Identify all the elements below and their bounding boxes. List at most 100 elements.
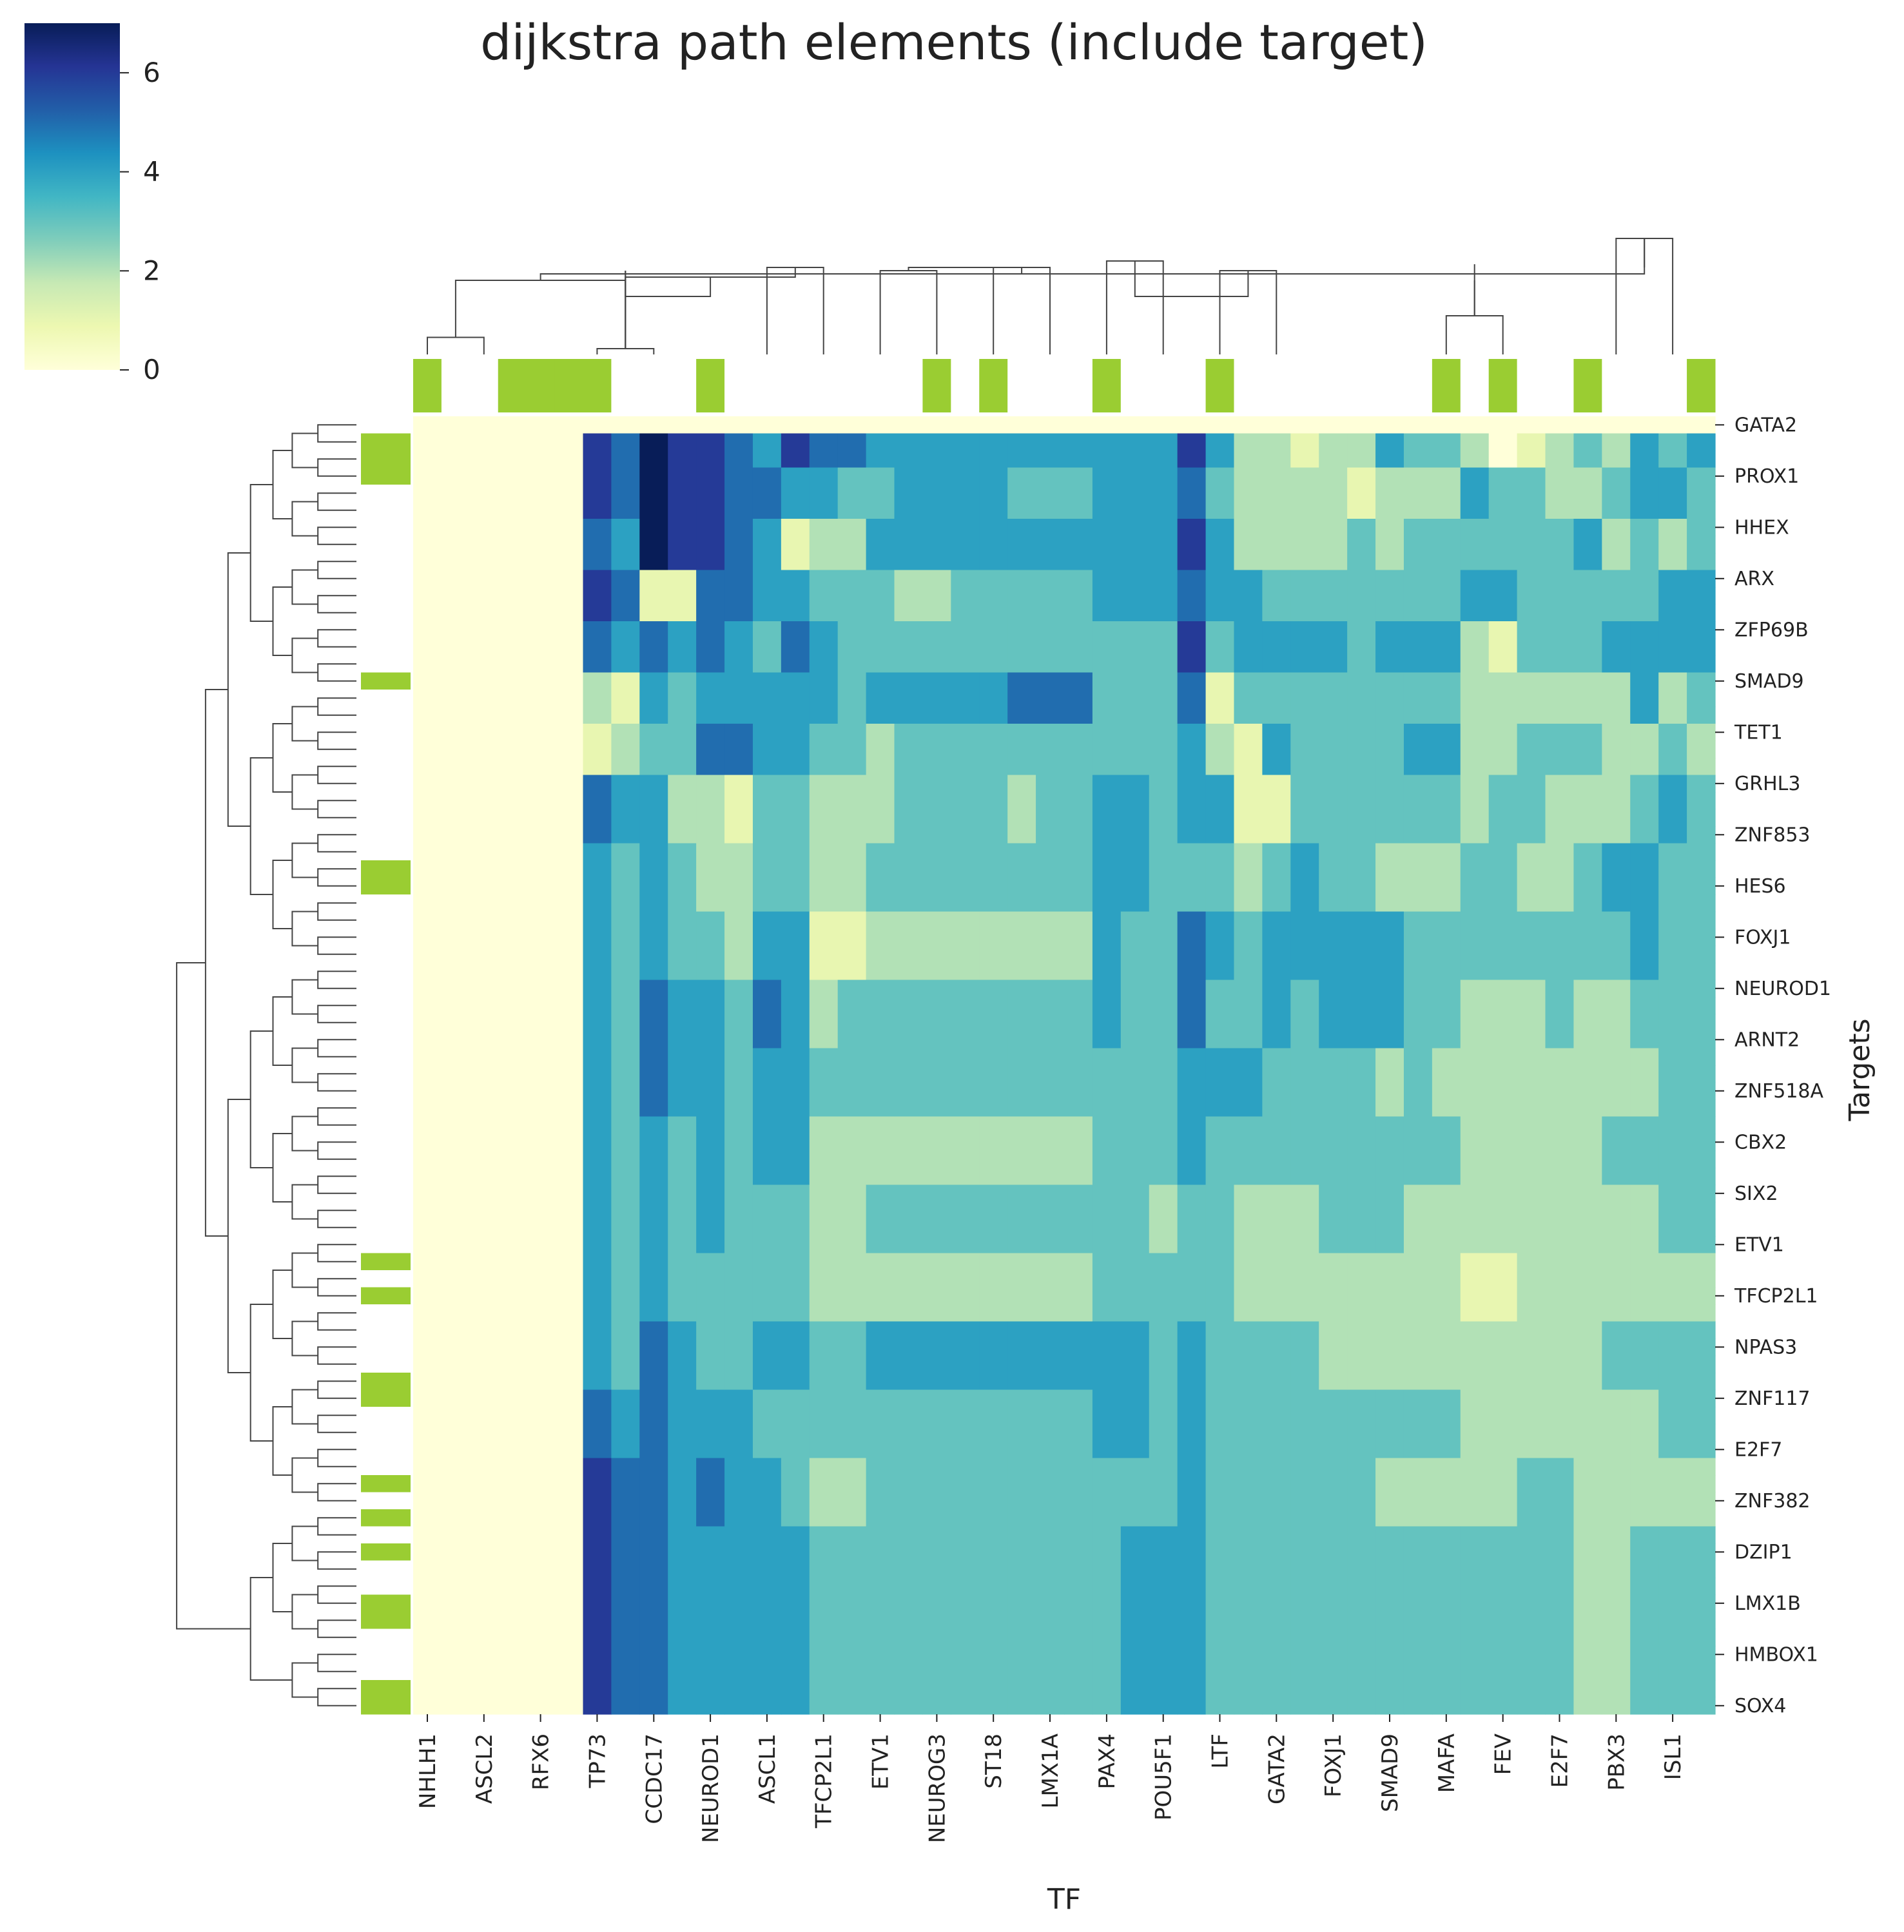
heatmap-cell xyxy=(1234,587,1263,605)
heatmap-cell xyxy=(639,1526,668,1544)
heatmap-cell xyxy=(668,1697,697,1715)
row-annotation-cell xyxy=(361,1338,411,1356)
heatmap-cell xyxy=(1375,553,1404,571)
heatmap-cell xyxy=(1403,501,1433,519)
heatmap-cell xyxy=(1290,1543,1319,1561)
heatmap-cell xyxy=(1375,1389,1404,1407)
heatmap-cell xyxy=(1092,416,1122,434)
heatmap-cell xyxy=(498,980,527,998)
heatmap-cell xyxy=(781,860,810,878)
heatmap-cell xyxy=(413,1628,442,1647)
heatmap-cell xyxy=(1432,433,1461,451)
dendrogram-link xyxy=(317,697,356,716)
heatmap-cell xyxy=(1630,1492,1659,1510)
heatmap-cell xyxy=(809,1253,839,1271)
heatmap-cell xyxy=(469,1560,499,1578)
heatmap-cell xyxy=(1064,1014,1093,1032)
heatmap-cell xyxy=(611,1594,640,1612)
heatmap-cell xyxy=(1149,929,1178,947)
row-annotation-cell xyxy=(361,758,411,775)
heatmap-cell xyxy=(1347,792,1376,810)
heatmap-cell xyxy=(1687,655,1716,673)
heatmap-cell xyxy=(1573,1099,1602,1117)
heatmap-cell xyxy=(1687,1628,1716,1647)
heatmap-cell xyxy=(526,1202,556,1220)
heatmap-cell xyxy=(979,963,1008,981)
heatmap-cell xyxy=(413,1475,442,1493)
heatmap-cell xyxy=(441,433,471,451)
heatmap-cell xyxy=(1573,826,1602,844)
heatmap-cell xyxy=(1658,1065,1687,1083)
row-annotation-cell xyxy=(361,1646,411,1663)
dendrogram-link xyxy=(317,561,356,579)
heatmap-cell xyxy=(1319,1116,1348,1134)
heatmap-cell xyxy=(1658,1594,1687,1612)
heatmap-cell xyxy=(1347,1543,1376,1561)
heatmap-cell xyxy=(809,1338,839,1357)
heatmap-cell xyxy=(1177,1304,1207,1322)
heatmap-cell xyxy=(1573,1253,1602,1271)
heatmap-cell xyxy=(1517,1424,1546,1442)
heatmap-cell xyxy=(696,1065,725,1083)
row-annotation-cell xyxy=(361,963,411,980)
heatmap-cell xyxy=(752,1287,782,1305)
heatmap-cell xyxy=(809,1048,839,1066)
heatmap-cell xyxy=(696,929,725,947)
heatmap-cell xyxy=(639,945,668,963)
heatmap-cell xyxy=(809,1389,839,1407)
heatmap-cell xyxy=(1262,1475,1291,1493)
heatmap-cell xyxy=(639,997,668,1015)
heatmap-cell xyxy=(866,911,895,929)
heatmap-cell xyxy=(441,792,471,810)
heatmap-cell xyxy=(611,1441,640,1459)
heatmap-cell xyxy=(1375,1578,1404,1596)
heatmap-cell xyxy=(1064,570,1093,588)
heatmap-cell xyxy=(1092,809,1122,827)
heatmap-cell xyxy=(1177,672,1207,690)
heatmap-cell xyxy=(1347,1424,1376,1442)
heatmap-cell xyxy=(526,1663,556,1681)
heatmap-cell xyxy=(809,1543,839,1561)
heatmap-cell xyxy=(1319,1134,1348,1152)
heatmap-cell xyxy=(469,911,499,929)
heatmap-cell xyxy=(668,894,697,913)
heatmap-cell xyxy=(1007,1492,1036,1510)
heatmap-cell xyxy=(498,1168,527,1186)
heatmap-cell xyxy=(979,911,1008,929)
heatmap-cell xyxy=(1602,467,1631,485)
heatmap-cell xyxy=(554,980,584,998)
heatmap-cell xyxy=(1517,963,1546,981)
heatmap-cell xyxy=(1064,1338,1093,1357)
heatmap-cell xyxy=(1149,826,1178,844)
heatmap-cell xyxy=(1036,1202,1065,1220)
heatmap-cell xyxy=(866,1082,895,1100)
heatmap-cell xyxy=(894,1424,924,1442)
heatmap-cell xyxy=(611,501,640,519)
heatmap-cell xyxy=(809,1663,839,1681)
heatmap-cell xyxy=(866,501,895,519)
heatmap-cell xyxy=(1460,1134,1490,1152)
heatmap-cell xyxy=(1205,1287,1235,1305)
heatmap-cell xyxy=(1517,1048,1546,1066)
heatmap-cell xyxy=(979,843,1008,861)
heatmap-cell xyxy=(1375,1628,1404,1647)
heatmap-cell xyxy=(1007,450,1036,469)
heatmap-cell xyxy=(1007,775,1036,793)
heatmap-cell xyxy=(809,792,839,810)
heatmap-cell xyxy=(1403,1287,1433,1305)
heatmap-cell xyxy=(1205,1150,1235,1168)
heatmap-cell xyxy=(1573,1578,1602,1596)
heatmap-cell xyxy=(526,1219,556,1237)
heatmap-cell xyxy=(951,1612,980,1630)
heatmap-cell xyxy=(583,894,612,913)
heatmap-cell xyxy=(1120,1134,1150,1152)
heatmap-cell xyxy=(1658,740,1687,758)
heatmap-cell xyxy=(894,1697,924,1715)
heatmap-cell xyxy=(922,501,951,519)
heatmap-cell xyxy=(1488,1389,1518,1407)
heatmap-cell xyxy=(809,724,839,742)
heatmap-cell xyxy=(1545,1134,1575,1152)
heatmap-cell xyxy=(526,997,556,1015)
heatmap-cell xyxy=(752,980,782,998)
heatmap-cell xyxy=(1149,1697,1178,1715)
